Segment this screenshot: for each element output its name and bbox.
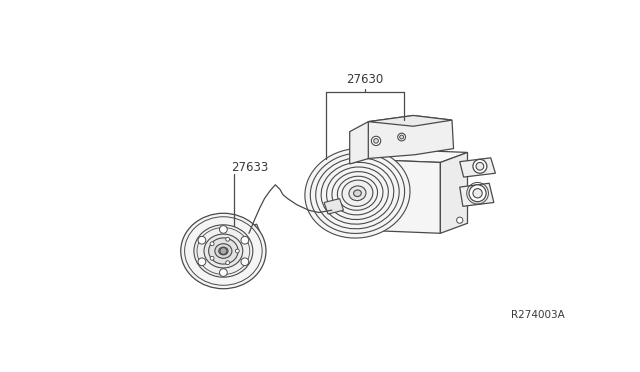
Polygon shape [440,153,467,233]
Ellipse shape [349,186,366,201]
Polygon shape [344,148,371,230]
Circle shape [198,236,206,244]
Ellipse shape [194,225,253,277]
Circle shape [374,139,378,143]
Circle shape [198,258,206,266]
Ellipse shape [219,247,228,255]
Circle shape [236,249,239,253]
Circle shape [241,258,249,266]
Polygon shape [460,183,494,206]
Text: R274003A: R274003A [511,310,564,320]
Circle shape [241,236,249,244]
Ellipse shape [353,190,362,196]
Polygon shape [367,115,454,158]
Ellipse shape [305,148,410,238]
Ellipse shape [342,180,373,206]
Polygon shape [344,148,467,163]
Ellipse shape [209,238,238,264]
Circle shape [220,247,227,254]
Text: 27630: 27630 [347,73,384,86]
Circle shape [476,163,484,170]
Circle shape [400,135,404,139]
Polygon shape [246,224,260,235]
Circle shape [220,225,227,233]
Circle shape [220,269,227,276]
Circle shape [473,159,487,173]
Polygon shape [344,158,440,233]
Circle shape [210,242,214,246]
Circle shape [210,256,214,260]
Circle shape [226,261,230,264]
Polygon shape [368,115,452,126]
Text: 27633: 27633 [231,161,268,174]
Polygon shape [324,199,344,214]
Ellipse shape [215,244,232,258]
Circle shape [371,136,381,145]
Polygon shape [460,158,495,177]
Ellipse shape [180,213,266,289]
Circle shape [397,133,406,141]
Circle shape [457,217,463,223]
Ellipse shape [204,234,243,268]
Circle shape [469,185,486,202]
Polygon shape [349,122,368,164]
Circle shape [226,237,230,241]
Circle shape [473,189,482,198]
